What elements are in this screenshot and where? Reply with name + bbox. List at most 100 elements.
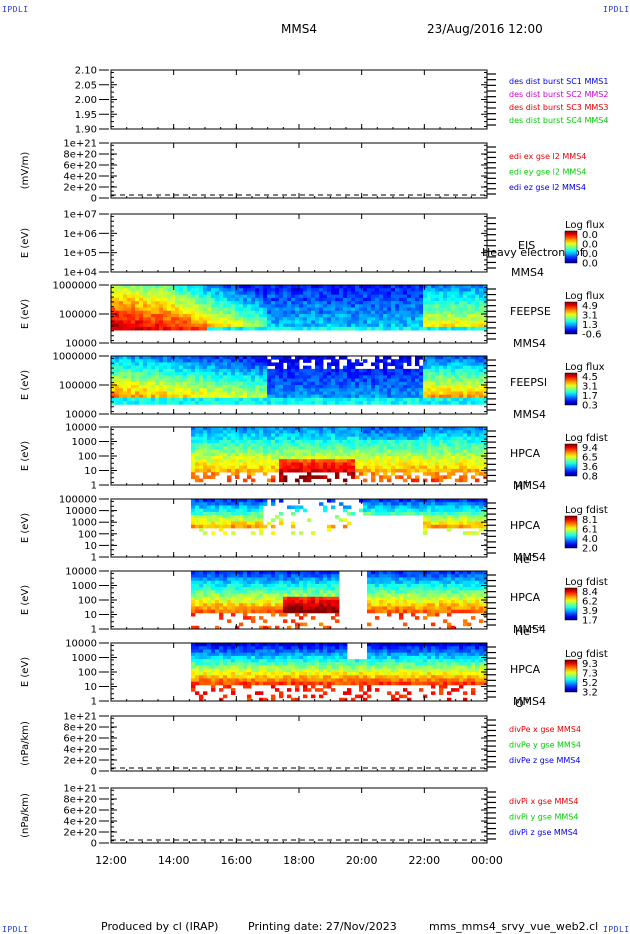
y-tick-label: 10 [84, 541, 97, 552]
legend-entry: divPe x gse MMS4 [509, 725, 581, 734]
y-tick-label: 1e+21 [63, 139, 97, 150]
colorbar-tick-label: -0.6 [582, 330, 602, 341]
y-tick-label: 1.90 [75, 125, 97, 136]
y-tick-label: 100000 [59, 310, 97, 321]
y-tick-label: 2e+20 [63, 183, 97, 194]
ion-charge-label: ++ [530, 623, 543, 632]
y-tick-label: 10 [84, 466, 97, 477]
y-axis-label: E (eV) [20, 441, 31, 471]
panel-p1: 2.10 2.05 2.00 1.95 1.90 des dist burst SC1 M… [75, 66, 609, 136]
y-tick-label: 1000 [72, 518, 97, 529]
y-tick-label: 100 [78, 668, 97, 679]
colorbar-tick-label: 3.9 [582, 606, 598, 617]
colorbar-tick-label: 3.2 [582, 688, 598, 699]
y-tick-label: 1 [91, 697, 97, 708]
y-tick-label: 2e+20 [63, 828, 97, 839]
y-tick-label: 2.05 [75, 80, 97, 91]
colorbar-tick-label: 5.2 [582, 678, 598, 689]
y-tick-label: 1e+21 [63, 784, 97, 795]
species-label: Heavy electron tof [482, 246, 585, 259]
x-tick-label: 14:00 [158, 854, 190, 867]
colorbar [564, 659, 578, 693]
y-axis-label: (nPa/km) [20, 793, 31, 838]
spectrogram-p6 [191, 427, 488, 483]
colorbar-tick-label: 2.0 [582, 544, 598, 555]
y-tick-label: 0 [91, 194, 97, 205]
colorbar-tick-label: 4.9 [582, 301, 598, 312]
y-tick-label: 6e+20 [63, 734, 97, 745]
colorbar-tick-label: 6.5 [582, 453, 598, 464]
legend-entry: des dist burst SC1 MMS1 [509, 77, 608, 86]
colorbar [564, 301, 578, 335]
y-axis-label: E (eV) [20, 657, 31, 687]
legend-entry: edi ex gse l2 MMS4 [509, 152, 586, 161]
colorbar-tick-label: 0.0 [582, 240, 598, 251]
y-tick-label: 1e+04 [63, 268, 97, 279]
colorbar-tick-label: 0.3 [582, 401, 598, 412]
colorbar-title: Log flux [565, 362, 605, 373]
y-tick-label: 10 [84, 682, 97, 693]
legend-entry: des dist burst SC3 MMS3 [509, 103, 608, 112]
y-tick-label: 4e+20 [63, 172, 97, 183]
y-tick-label: 100 [78, 452, 97, 463]
y-tick-label: 10000 [65, 567, 97, 578]
legend-entry: divPe z gse MMS4 [509, 756, 580, 765]
spectrogram-p8 [191, 571, 488, 630]
colorbar [564, 587, 578, 621]
y-tick-label: 10000 [65, 339, 97, 350]
y-tick-label: 1000 [72, 581, 97, 592]
y-tick-label: 1e+21 [63, 712, 97, 723]
spacecraft-label: MMS4 [513, 695, 546, 708]
colorbar-tick-label: 4.0 [582, 534, 598, 545]
y-tick-label: 8e+20 [63, 150, 97, 161]
colorbar [564, 443, 578, 477]
y-tick-label: 1000 [72, 653, 97, 664]
colorbar-tick-label: 3.6 [582, 462, 598, 473]
spacecraft-title: MMS4 [281, 22, 317, 36]
colorbar [564, 230, 578, 264]
colorbar [564, 515, 578, 549]
y-tick-label: 2.00 [75, 95, 97, 106]
instrument-label: FEEPSE [510, 305, 551, 318]
y-tick-label: 1000000 [52, 352, 97, 363]
panel-frame [110, 787, 488, 844]
colorbar-title: Log fdist [565, 577, 608, 588]
legend-entry: divPi z gse MMS4 [509, 828, 578, 837]
y-tick-label: 1 [91, 481, 97, 492]
footer-producer: Produced by cl (IRAP) [101, 920, 219, 933]
colorbar-tick-label: 6.1 [582, 525, 598, 536]
y-tick-label: 0 [91, 767, 97, 778]
colorbar-tick-label: 0.8 [582, 472, 598, 483]
instrument-label: HPCA [510, 663, 541, 676]
y-tick-label: 100000 [59, 495, 97, 506]
y-tick-label: 6e+20 [63, 806, 97, 817]
footer-printing-date: Printing date: 27/Nov/2023 [248, 920, 397, 933]
legend-entry: divPi y gse MMS4 [509, 813, 578, 822]
panel-frame [110, 142, 488, 199]
y-tick-label: 100000 [59, 381, 97, 392]
x-tick-label: 20:00 [346, 854, 378, 867]
colorbar-tick-label: 6.2 [582, 597, 598, 608]
y-axis-label: (mV/m) [20, 152, 31, 190]
colorbar-title: Log fdist [565, 505, 608, 516]
y-tick-label: 1000 [72, 437, 97, 448]
y-tick-label: 100 [78, 529, 97, 540]
y-tick-label: 8e+20 [63, 723, 97, 734]
x-tick-label: 16:00 [220, 854, 252, 867]
colorbar-title: Log flux [565, 291, 605, 302]
y-tick-label: 10000 [65, 639, 97, 650]
y-tick-label: 1e+05 [63, 248, 97, 259]
y-tick-label: 1e+06 [63, 229, 97, 240]
panel-p5: 1000000 100000 10000 E (eV) FEEPSI MMS4 Log fl… [20, 352, 605, 422]
spectrogram-p5 [111, 356, 488, 405]
legend-entry: edi ey gse l2 MMS4 [509, 168, 587, 177]
spacecraft-label: MMS4 [513, 479, 546, 492]
y-tick-label: 1 [91, 553, 97, 564]
colorbar-tick-label: 0.0 [582, 230, 598, 241]
corner-label-top-left: IPDLI [2, 5, 29, 14]
legend-entry: des dist burst SC4 MMS4 [509, 116, 608, 125]
